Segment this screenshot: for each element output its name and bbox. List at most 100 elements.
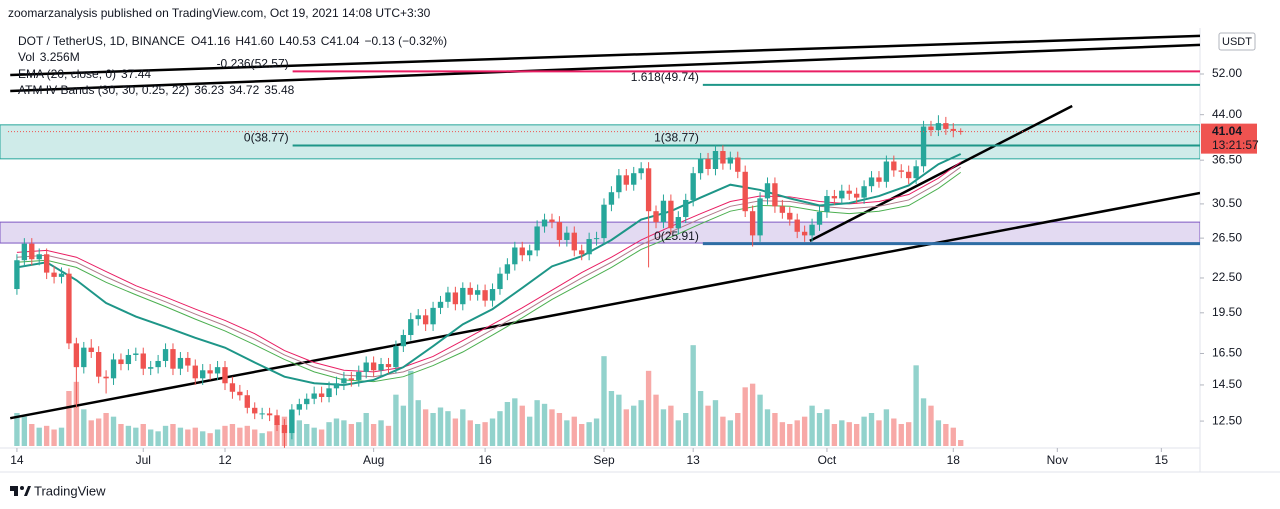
candle-body xyxy=(393,346,399,368)
candle-body xyxy=(192,365,198,379)
fib-label: 0(25.91) xyxy=(654,229,699,243)
fib-label: -0.236(52.57) xyxy=(217,57,289,71)
candle-body xyxy=(400,335,407,347)
candle-body xyxy=(727,157,734,164)
volume-bar xyxy=(876,420,882,446)
volume-bar xyxy=(735,413,741,446)
candle-body xyxy=(742,171,748,212)
ohlc-value: 40.53 xyxy=(286,34,316,48)
volume-bar xyxy=(853,424,860,446)
candle-body xyxy=(816,212,823,225)
volume-bar xyxy=(274,424,280,446)
volume-bar xyxy=(445,411,451,446)
volume-bar xyxy=(489,418,496,446)
fib-label: 1.618(49.74) xyxy=(631,70,699,84)
candle-body xyxy=(460,287,466,305)
volume-bar xyxy=(460,409,466,446)
legend-value: 35.48 xyxy=(264,83,294,97)
candle-body xyxy=(794,219,800,232)
volume-bar xyxy=(571,416,577,446)
volume-bar xyxy=(742,387,748,446)
volume-bar xyxy=(259,433,265,446)
volume-bar xyxy=(608,391,615,446)
candle-body xyxy=(489,289,496,301)
band-line xyxy=(16,166,962,378)
volume-bar xyxy=(348,424,355,446)
volume-bar xyxy=(638,400,644,446)
volume-bar xyxy=(861,416,867,446)
volume-bar xyxy=(727,420,734,446)
logo-part xyxy=(20,486,24,490)
y-tick-label: 36.50 xyxy=(1212,152,1242,166)
candle-body xyxy=(326,388,332,397)
x-tick-label: Jul xyxy=(136,453,151,467)
volume-bar xyxy=(660,409,667,446)
x-tick-label: Aug xyxy=(363,453,384,467)
candle-body xyxy=(356,371,362,380)
volume-bar xyxy=(177,427,184,446)
brand-logo xyxy=(10,486,31,496)
volume-bar xyxy=(222,425,228,446)
candle-body xyxy=(445,292,451,302)
x-tick-label: 13 xyxy=(686,453,700,467)
candle-body xyxy=(764,183,771,199)
candle-body xyxy=(824,196,830,213)
candle-body xyxy=(133,353,139,355)
candle-body xyxy=(906,171,912,179)
candle-body xyxy=(527,250,533,256)
indicators xyxy=(16,153,962,386)
y-tick-label: 44.00 xyxy=(1212,107,1242,121)
candle-body xyxy=(690,173,696,200)
volume-bar xyxy=(935,420,942,446)
legend-value: 34.72 xyxy=(229,83,259,97)
volume-bar xyxy=(266,431,273,446)
volume-bar xyxy=(95,418,102,446)
trendline xyxy=(809,104,1073,243)
symbol: DOT / TetherUS, 1D, BINANCE xyxy=(18,34,185,48)
candle-body xyxy=(913,166,919,179)
volume-bar xyxy=(185,429,191,446)
volume-bar xyxy=(712,400,719,446)
volume-bar xyxy=(162,425,169,446)
volume-bar xyxy=(437,407,444,446)
candle-body xyxy=(363,362,369,372)
candle-body xyxy=(653,211,659,223)
countdown: 13:21:57 xyxy=(1212,138,1259,152)
y-tick-label: 22.50 xyxy=(1212,270,1242,284)
candle-body xyxy=(839,190,845,199)
candle-body xyxy=(415,315,421,320)
volume-bar xyxy=(192,427,198,446)
y-tick-label: 30.50 xyxy=(1212,196,1242,210)
candle-body xyxy=(95,352,102,377)
candle-body xyxy=(675,217,681,229)
header: zoomarzanalysis published on TradingView… xyxy=(8,6,447,97)
candle-body xyxy=(214,367,221,374)
logo-part xyxy=(24,486,31,496)
volume-bar xyxy=(846,422,852,446)
band-line xyxy=(16,171,962,383)
volume-bar xyxy=(787,424,793,446)
ohlc-value: 41.60 xyxy=(244,34,274,48)
candle-body xyxy=(170,349,176,369)
volume-bar xyxy=(482,422,488,446)
volume-bar xyxy=(764,409,771,446)
y-tick-label: 52.00 xyxy=(1212,66,1242,80)
volume-bar xyxy=(103,413,109,446)
candle-body xyxy=(51,272,57,277)
candle-body xyxy=(88,347,94,353)
volume-bar xyxy=(556,413,563,446)
volume-bar xyxy=(645,370,652,446)
volume-bar xyxy=(868,413,875,446)
volume-bar xyxy=(675,420,681,446)
candle-body xyxy=(883,161,890,182)
candle-body xyxy=(73,343,80,368)
candle-body xyxy=(81,347,87,368)
candle-body xyxy=(266,413,273,416)
fib-label: 0(38.77) xyxy=(244,131,289,145)
candle-body xyxy=(222,367,228,384)
candle-body xyxy=(207,370,213,374)
legend-label: Vol xyxy=(18,50,35,64)
y-tick-label: 16.50 xyxy=(1212,346,1242,360)
logo-part xyxy=(14,486,18,496)
ohlc-value: 41.04 xyxy=(329,34,359,48)
